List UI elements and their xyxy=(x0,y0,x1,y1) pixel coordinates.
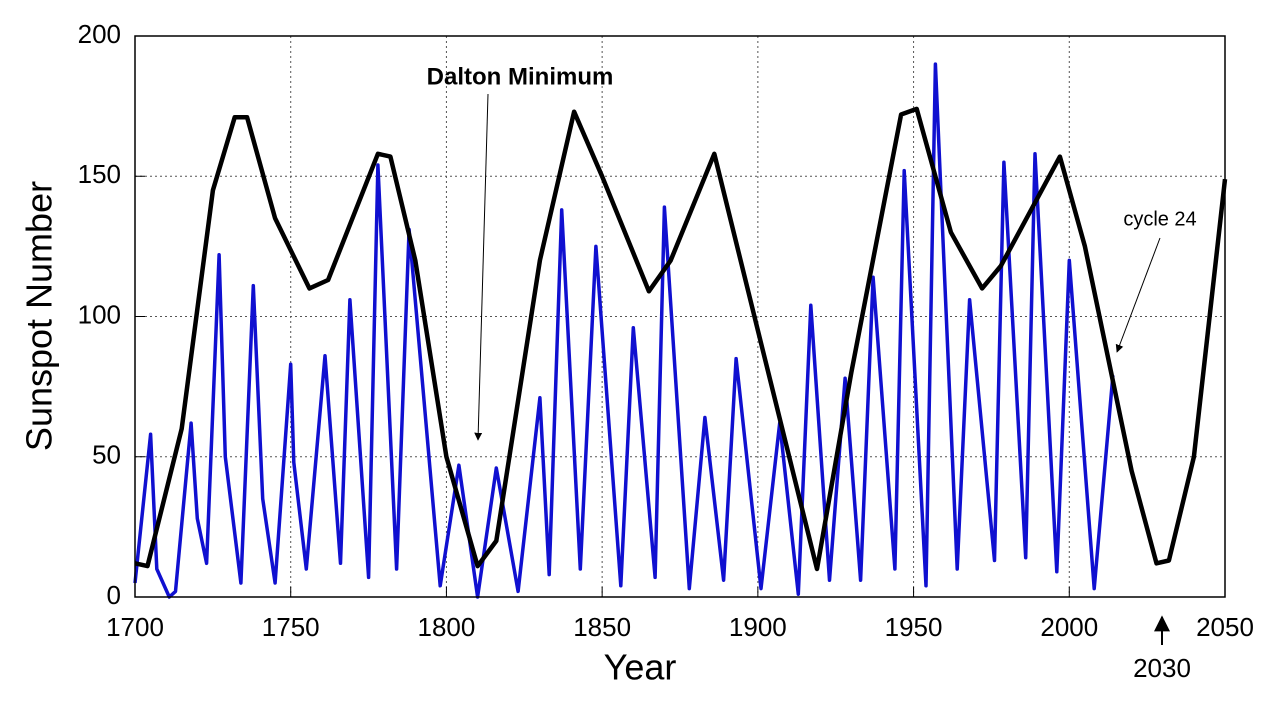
x-tick-label: 1800 xyxy=(418,612,476,642)
plot-frame xyxy=(134,35,1226,598)
annotation-arrow xyxy=(474,93,489,441)
x-tick-label: 1850 xyxy=(573,612,631,642)
annotation-arrow xyxy=(1115,237,1161,353)
annotation: Dalton Minimum xyxy=(427,63,614,90)
y-tick-label: 0 xyxy=(107,580,121,610)
x-tick-label: 2000 xyxy=(1040,612,1098,642)
x-tick-label: 1700 xyxy=(106,612,164,642)
x-tick-label: 1750 xyxy=(262,612,320,642)
x-axis-label: Year xyxy=(604,647,677,688)
annotation: 2030 xyxy=(1133,653,1191,683)
annotation: cycle 24 xyxy=(1123,208,1196,230)
series-line xyxy=(133,62,1115,599)
x-tick-label: 1900 xyxy=(729,612,787,642)
y-tick-label: 50 xyxy=(92,440,121,470)
x-tick-label: 1950 xyxy=(885,612,943,642)
y-tick-label: 150 xyxy=(78,159,121,189)
y-axis-label: Sunspot Number xyxy=(19,181,60,451)
series-line xyxy=(134,106,1228,572)
x-tick-label: 2050 xyxy=(1196,612,1254,642)
y-tick-label: 200 xyxy=(78,19,121,49)
y-tick-label: 100 xyxy=(78,299,121,329)
